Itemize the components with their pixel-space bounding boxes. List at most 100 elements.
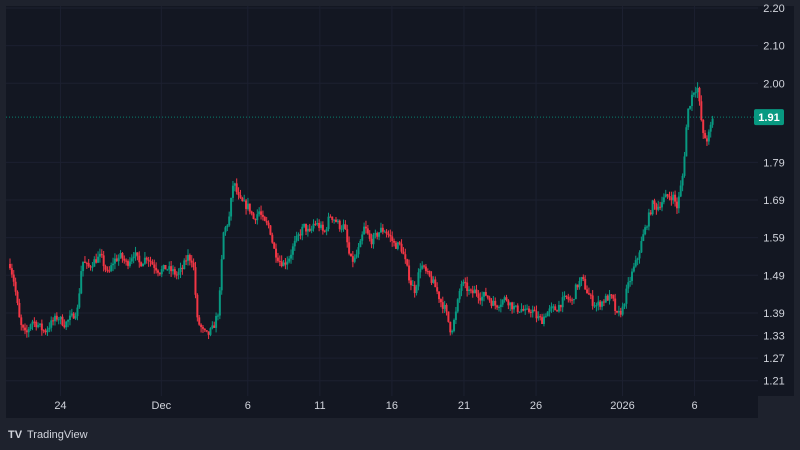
- candle-body: [486, 295, 489, 298]
- candle: [132, 252, 135, 264]
- y-tick-label: 1.69: [763, 195, 784, 207]
- candle: [632, 262, 635, 273]
- candle: [593, 301, 596, 308]
- candle-body: [404, 254, 407, 260]
- candle-body: [473, 289, 476, 294]
- candle-body: [9, 264, 11, 269]
- candle-body: [10, 268, 13, 275]
- candle-body: [306, 228, 309, 232]
- candle: [578, 277, 581, 290]
- candle: [361, 231, 364, 245]
- candle-body: [591, 295, 594, 306]
- candle-body: [610, 294, 613, 296]
- candle-body: [230, 197, 233, 217]
- y-tick-label: 1.59: [763, 233, 784, 245]
- candle: [424, 264, 427, 274]
- candle: [638, 250, 641, 264]
- candle-body: [411, 284, 414, 286]
- candle-body: [554, 306, 557, 311]
- candle: [619, 307, 622, 318]
- candle-body: [110, 265, 113, 271]
- candle-body: [353, 257, 356, 262]
- candle: [342, 219, 345, 232]
- candle-body: [138, 255, 141, 263]
- candle: [269, 225, 272, 236]
- candle-body: [668, 196, 671, 198]
- candle-body: [597, 301, 600, 306]
- current-price-value: 1.91: [758, 112, 779, 124]
- price-axis[interactable]: [758, 6, 794, 396]
- candle: [117, 254, 120, 266]
- candle: [194, 261, 197, 299]
- candle-body: [83, 261, 86, 263]
- candle: [248, 203, 251, 215]
- candle-body: [507, 300, 510, 306]
- candle: [125, 258, 128, 266]
- candle-body: [574, 284, 577, 300]
- candle: [423, 264, 426, 269]
- candle: [400, 239, 403, 254]
- candle-body: [177, 272, 180, 275]
- candle-body: [394, 242, 397, 249]
- candle-body: [445, 304, 448, 312]
- candle-body: [479, 297, 482, 301]
- candle: [170, 260, 173, 277]
- candle-body: [52, 320, 55, 322]
- candle: [59, 316, 62, 325]
- candle: [162, 264, 165, 272]
- candle: [70, 308, 73, 318]
- candle-body: [595, 305, 598, 307]
- candle-body: [147, 259, 150, 261]
- candle-body: [241, 197, 244, 201]
- candle-body: [509, 302, 512, 306]
- y-tick-label: 2.00: [763, 78, 784, 90]
- candle-body: [260, 211, 263, 215]
- candle-body: [561, 297, 564, 308]
- candle-body: [233, 183, 236, 186]
- candle: [378, 232, 381, 241]
- candle: [466, 276, 469, 297]
- candle-body: [625, 288, 628, 304]
- candle: [355, 249, 358, 259]
- candle: [387, 230, 390, 238]
- candle: [516, 303, 519, 314]
- candle: [512, 301, 515, 313]
- y-tick-label: 1.21: [763, 376, 784, 388]
- candle: [681, 173, 684, 192]
- candle: [143, 252, 146, 265]
- candle-body: [488, 297, 491, 301]
- candle-body: [636, 258, 639, 261]
- candle: [329, 214, 332, 218]
- candle-body: [499, 304, 502, 308]
- plot-area[interactable]: [6, 6, 758, 396]
- candle-body: [192, 262, 195, 268]
- candle-body: [644, 227, 647, 235]
- candle-body: [576, 284, 579, 288]
- candle: [295, 231, 298, 243]
- candle: [93, 256, 96, 267]
- candle: [468, 286, 471, 295]
- candle: [702, 119, 705, 139]
- candle: [608, 290, 611, 305]
- candle-body: [670, 197, 673, 201]
- candle: [601, 300, 604, 311]
- candle-body: [112, 263, 115, 266]
- candle-body: [18, 302, 21, 318]
- candle-body: [25, 330, 28, 333]
- tradingview-logo[interactable]: TV TradingView: [8, 429, 88, 441]
- candle: [188, 253, 191, 266]
- candle-body: [173, 269, 176, 275]
- candle-body: [263, 216, 266, 221]
- candle: [454, 307, 457, 325]
- candle-body: [256, 214, 259, 221]
- candle-body: [145, 257, 148, 260]
- candle: [653, 198, 656, 210]
- candle: [37, 322, 40, 329]
- candle-body: [552, 306, 555, 308]
- candle-body: [466, 282, 469, 292]
- candle-body: [430, 276, 433, 283]
- time-axis[interactable]: [6, 396, 758, 418]
- candle: [481, 291, 484, 307]
- candle: [280, 255, 283, 268]
